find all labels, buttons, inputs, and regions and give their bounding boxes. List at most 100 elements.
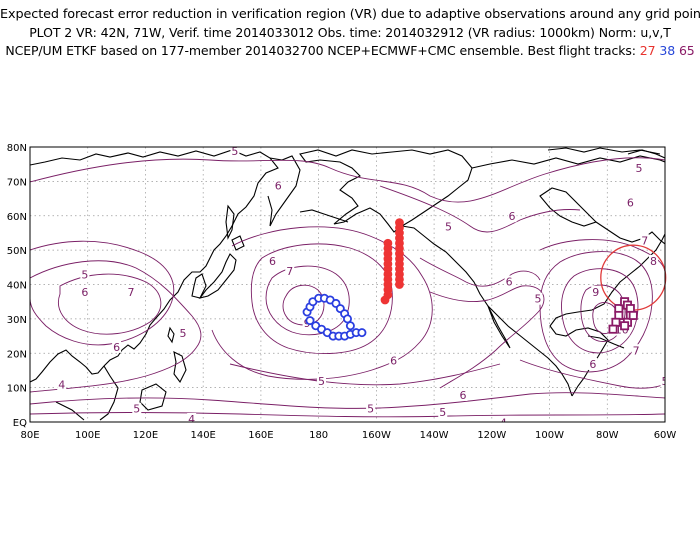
- coastline-taiwan: [167, 326, 175, 344]
- contour-label: 7: [286, 265, 293, 278]
- contour-line-6-east: [419, 257, 541, 287]
- lon-tick-label: 100W: [535, 430, 564, 441]
- contour-line-5-central-pacific: [211, 226, 433, 380]
- contour-label-bg: [660, 375, 665, 388]
- contour-label-bg: [366, 402, 376, 415]
- contour-label: 6: [509, 210, 516, 223]
- map-title-line-3: NCEP/UM ETKF based on 177-member 2014032…: [0, 42, 700, 60]
- contour-label-bg: [634, 162, 644, 175]
- coastline-aleutians: [299, 209, 349, 223]
- coastline-kamchatka: [267, 155, 301, 227]
- lat-tick-label: 70N: [7, 177, 27, 188]
- coastline-philippines: [173, 351, 187, 384]
- contour-line-6-asia-west: [30, 240, 175, 346]
- lon-tick-label: 80E: [20, 430, 39, 441]
- contour-label-bg: [625, 196, 635, 209]
- lon-tick-label: 140W: [420, 430, 449, 441]
- coastline-north-america-west: [401, 225, 573, 397]
- contour-label-bg: [317, 375, 327, 388]
- lat-tick-label: 10N: [7, 384, 27, 395]
- graticule: [30, 147, 665, 422]
- coastlines: [30, 147, 665, 421]
- lat-tick-label: EQ: [13, 418, 27, 429]
- track-id-65: 65: [678, 43, 695, 58]
- track-65-marker: [608, 324, 618, 334]
- coastline-baja: [487, 305, 511, 349]
- lon-tick-label: 120W: [477, 430, 506, 441]
- contour-label-bg: [458, 388, 468, 401]
- contour-label: 5: [133, 403, 140, 416]
- contour-line-8-atlantic: [561, 268, 639, 354]
- map-frame: [29, 146, 666, 423]
- coastline-indochina: [99, 365, 119, 421]
- contour-label-bg: [187, 413, 197, 422]
- lat-tick-label: 30N: [7, 315, 27, 326]
- contour-line-7-atlantic: [539, 251, 653, 373]
- contour-label: 5: [81, 269, 88, 282]
- lat-tick-label: 50N: [7, 246, 27, 257]
- contour-label-bg: [444, 220, 454, 233]
- lon-tick-label: 120E: [133, 430, 158, 441]
- coastline-asia: [30, 149, 279, 383]
- contour-line-7-asia-west: [58, 273, 162, 335]
- contour-label-bg: [230, 147, 240, 157]
- contour-label: 5: [439, 406, 446, 419]
- contour-label: 6: [113, 341, 120, 354]
- contour-label: 5: [636, 162, 643, 175]
- contour-label: 6: [506, 276, 513, 289]
- track-27-marker: [380, 295, 390, 305]
- lat-tick-label: 40N: [7, 281, 27, 292]
- lon-tick-label: 100E: [75, 430, 100, 441]
- track-38-marker: [345, 321, 355, 331]
- contour-label-bg: [273, 179, 283, 192]
- contour-label: 6: [589, 358, 596, 371]
- contour-label-bg: [80, 285, 90, 298]
- track-38-marker: [305, 316, 315, 326]
- contour-label: 6: [275, 179, 282, 192]
- contour-label-bg: [389, 354, 399, 367]
- contour-label-bg: [588, 358, 598, 370]
- contour-label-bg: [178, 327, 188, 340]
- lon-tick-label: 160E: [248, 430, 273, 441]
- contour-label-bg: [533, 292, 543, 305]
- coastline-sumatra: [55, 401, 85, 421]
- contour-label: 7: [633, 344, 640, 357]
- contour-label: 6: [390, 355, 397, 368]
- contour-label-bg: [267, 254, 277, 267]
- contour-label-bg: [57, 378, 67, 391]
- contour-labels: 5656567891076556765467965656554445: [57, 145, 665, 429]
- contour-line-5-north: [30, 157, 665, 203]
- contour-label-bg: [498, 416, 508, 422]
- contour-label: 5: [318, 375, 325, 388]
- contour-label: 4: [188, 413, 195, 426]
- contour-label-bg: [640, 234, 650, 247]
- track-65-marker: [628, 310, 638, 320]
- flight-tracks: [302, 218, 638, 341]
- contour-label: 5: [367, 403, 374, 416]
- contour-label-bg: [285, 265, 295, 278]
- contour-label-bg: [631, 344, 641, 357]
- contour-label: 4: [58, 379, 65, 392]
- contour-line-5-asia-west: [30, 260, 202, 393]
- contour-label: 5: [231, 145, 238, 158]
- contour-label: 8: [650, 255, 657, 268]
- contour-line-6-central-pacific: [250, 243, 393, 354]
- contour-label-bg: [648, 254, 658, 267]
- contour-label: 7: [128, 286, 135, 299]
- contour-label: 5: [535, 293, 542, 306]
- lat-tick-label: 20N: [7, 349, 27, 360]
- track-27-marker: [395, 280, 404, 289]
- contour-label-bg: [591, 285, 601, 298]
- coastline-japan: [198, 253, 237, 299]
- coastline-korea: [191, 273, 207, 299]
- coastline-canada-east: [595, 221, 665, 245]
- contour-label: 7: [641, 234, 648, 247]
- contour-label: 6: [81, 286, 88, 299]
- contour-line-6-lower: [229, 363, 501, 386]
- contour-label-bg: [126, 285, 136, 298]
- contour-label: 4: [500, 416, 507, 429]
- map-title-line-2: PLOT 2 VR: 42N, 71W, Verif. time 2014033…: [29, 25, 671, 40]
- track-38-marker: [357, 328, 367, 338]
